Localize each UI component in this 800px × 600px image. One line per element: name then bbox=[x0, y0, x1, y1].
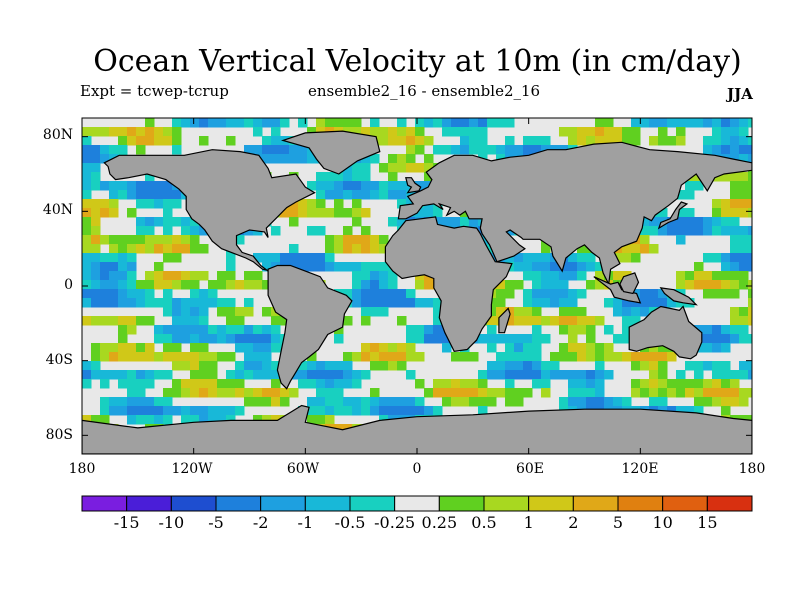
colorbar-swatch bbox=[126, 495, 172, 512]
colorbar-label: 0.5 bbox=[471, 513, 497, 532]
colorbar bbox=[81, 495, 753, 512]
colorbar-swatch bbox=[572, 495, 619, 512]
colorbar-label: 2 bbox=[568, 513, 579, 532]
land-masses bbox=[82, 130, 752, 454]
lat-label-80s: 80S bbox=[45, 427, 73, 443]
colorbar-swatch bbox=[170, 495, 217, 512]
colorbar-label: -0.25 bbox=[374, 513, 416, 532]
land-uk bbox=[405, 177, 422, 194]
colorbar-swatch bbox=[260, 495, 306, 512]
colorbar-label: 15 bbox=[697, 513, 718, 532]
lat-label-0: 0 bbox=[64, 277, 73, 293]
land-eurasia bbox=[397, 141, 752, 287]
colorbar-swatch bbox=[438, 495, 485, 512]
season-label: JJA bbox=[727, 85, 753, 103]
colorbar-label: 5 bbox=[612, 513, 624, 532]
colorbar-label: 10 bbox=[652, 513, 673, 532]
land-greenland bbox=[280, 130, 381, 175]
lat-label-40s: 40S bbox=[45, 352, 73, 368]
land-north-america bbox=[103, 149, 316, 272]
lon-label-120w: 120W bbox=[171, 461, 213, 477]
land-antarctica bbox=[82, 404, 752, 454]
colorbar-swatch bbox=[215, 495, 262, 512]
lat-label-40n: 40N bbox=[42, 202, 73, 218]
land-south-america bbox=[267, 264, 353, 390]
colorbar-label: -0.5 bbox=[334, 513, 366, 532]
colorbar-swatch bbox=[617, 495, 664, 512]
lon-label-180e: 180 bbox=[738, 461, 766, 477]
colorbar-swatch bbox=[349, 495, 396, 512]
lon-label-60e: 60E bbox=[515, 461, 545, 477]
land-indonesia bbox=[593, 276, 642, 304]
colorbar-label: -1 bbox=[297, 513, 314, 532]
colorbar-swatch bbox=[394, 495, 440, 512]
map-ticks bbox=[81, 118, 753, 454]
colorbar-label: 1 bbox=[523, 513, 534, 532]
colorbar-label: -10 bbox=[158, 513, 185, 532]
land-australia bbox=[628, 305, 703, 360]
land-madagascar bbox=[498, 307, 511, 334]
land-japan bbox=[657, 201, 689, 230]
colorbar-swatch bbox=[662, 495, 708, 512]
experiment-label: Expt = tcwep-tcrup bbox=[80, 82, 229, 100]
ensemble-label: ensemble2_16 - ensemble2_16 bbox=[308, 82, 541, 100]
colorbar-label: -15 bbox=[113, 513, 140, 532]
lon-label-60w: 60W bbox=[286, 461, 320, 477]
land-new-guinea bbox=[659, 287, 698, 306]
colorbar-label: -2 bbox=[252, 513, 269, 532]
colorbar-swatch bbox=[304, 495, 351, 512]
colorbar-label: 0.25 bbox=[421, 513, 458, 532]
colorbar-swatch bbox=[81, 495, 128, 512]
colorbar-swatch bbox=[483, 495, 530, 512]
land-borneo bbox=[619, 272, 640, 295]
lon-label-0: 0 bbox=[412, 461, 422, 477]
colorbar-swatch bbox=[706, 495, 753, 512]
lon-label-120e: 120E bbox=[621, 461, 659, 477]
chart-title: Ocean Vertical Velocity at 10m (in cm/da… bbox=[93, 44, 742, 79]
lon-label-180w: 180 bbox=[68, 461, 96, 477]
lat-label-80n: 80N bbox=[42, 127, 73, 143]
colorbar-label: -5 bbox=[208, 513, 224, 532]
land-africa bbox=[384, 216, 513, 352]
colorbar-swatch bbox=[528, 495, 574, 512]
